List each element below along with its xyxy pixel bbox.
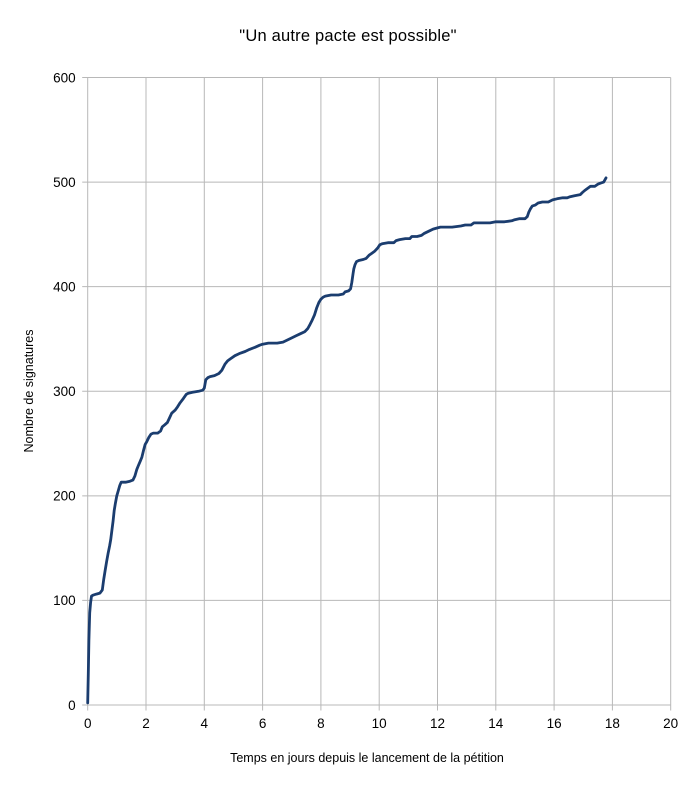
y-tick-label: 200 xyxy=(53,489,76,504)
x-tick-label: 14 xyxy=(488,716,504,731)
y-tick-label: 400 xyxy=(53,279,76,294)
x-tick-label: 8 xyxy=(317,716,325,731)
x-tick-label: 16 xyxy=(547,716,562,731)
x-tick-label: 12 xyxy=(430,716,445,731)
y-axis-title: Nombre de signatures xyxy=(22,329,36,453)
y-tick-label: 100 xyxy=(53,593,76,608)
x-tick-label: 18 xyxy=(605,716,620,731)
x-tick-label: 10 xyxy=(372,716,387,731)
y-tick-label: 500 xyxy=(53,175,76,190)
x-tick-label: 20 xyxy=(663,716,678,731)
y-tick-label: 0 xyxy=(68,698,76,713)
chart-title: "Un autre pacte est possible" xyxy=(239,27,457,45)
x-tick-label: 0 xyxy=(84,716,92,731)
x-tick-label: 4 xyxy=(201,716,209,731)
x-tick-label: 2 xyxy=(142,716,150,731)
series-line xyxy=(86,176,608,705)
y-tick-label: 300 xyxy=(53,384,76,399)
y-tick-label: 600 xyxy=(53,70,76,85)
x-tick-label: 6 xyxy=(259,716,267,731)
x-axis-title: Temps en jours depuis le lancement de la… xyxy=(230,751,504,765)
